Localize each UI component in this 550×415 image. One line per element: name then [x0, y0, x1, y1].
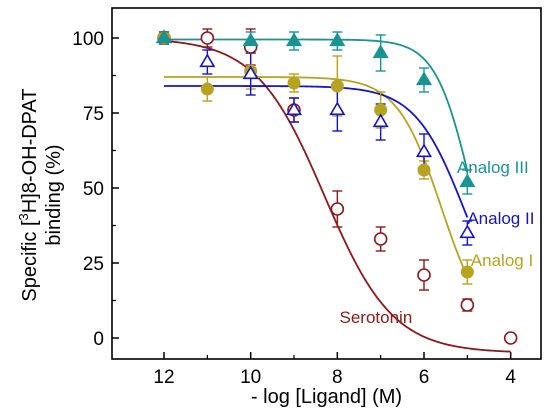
fit-curve-analog-ii — [164, 85, 469, 218]
data-point-analog-i — [330, 79, 344, 93]
data-point-analog-ii — [415, 143, 433, 158]
data-point-serotonin — [200, 31, 215, 45]
data-point-analog-iii — [459, 173, 476, 188]
fit-curve-analog-iii — [164, 38, 469, 172]
y-axis-title-line1: Specific [3H]8-OH-DPAT — [16, 88, 41, 301]
data-point-analog-iii — [372, 44, 389, 59]
data-point-serotonin — [460, 298, 475, 312]
data-point-analog-i — [460, 265, 474, 279]
data-point-serotonin — [503, 331, 518, 345]
x-tick-label-4: 4 — [505, 367, 516, 388]
x-axis-title: - log [Ligand] (M) — [251, 386, 402, 408]
data-point-analog-ii — [372, 113, 389, 128]
y-tick-label-25: 25 — [83, 254, 104, 275]
y-axis-title-line2: binding (%) — [43, 144, 65, 245]
x-tick-label-6: 6 — [419, 367, 430, 388]
label-analog-i: Analog I — [471, 251, 533, 270]
data-point-analog-ii — [329, 101, 346, 116]
y-axis-title: Specific [3H]8-OH-DPAT binding (%) — [16, 88, 65, 301]
plot-frame — [111, 7, 542, 360]
y-tick-label-75: 75 — [83, 104, 104, 125]
x-tick-label-8: 8 — [332, 367, 343, 388]
data-point-analog-ii — [459, 224, 476, 239]
label-analog-ii: Analog II — [467, 209, 534, 228]
data-point-analog-iii — [285, 32, 303, 47]
label-analog-iii: Analog III — [457, 158, 529, 177]
data-point-serotonin — [417, 268, 431, 282]
data-point-analog-ii — [199, 53, 216, 68]
data-point-analog-ii — [285, 101, 303, 116]
data-point-analog-ii — [242, 65, 259, 80]
data-point-serotonin — [373, 232, 388, 246]
y-tick-label-100: 100 — [72, 29, 104, 50]
x-tick-label-12: 12 — [153, 367, 174, 388]
x-tick-label-10: 10 — [240, 367, 261, 388]
series-labels: Serotonin Analog I Analog II Analog III — [340, 158, 535, 327]
data-point-analog-iii — [242, 32, 259, 47]
label-serotonin: Serotonin — [340, 308, 413, 327]
data-point-analog-i — [200, 82, 214, 96]
y-tick-label-50: 50 — [83, 179, 104, 200]
data-point-serotonin — [330, 202, 345, 216]
data-markers — [155, 29, 518, 345]
data-point-analog-iii — [329, 32, 346, 47]
data-point-analog-iii — [155, 29, 173, 44]
fit-curve-analog-i — [164, 76, 469, 277]
y-tick-label-0: 0 — [93, 329, 104, 350]
data-point-analog-i — [287, 76, 301, 90]
data-point-analog-iii — [415, 71, 433, 86]
fit-curves — [163, 38, 511, 353]
data-point-analog-i — [417, 163, 431, 177]
